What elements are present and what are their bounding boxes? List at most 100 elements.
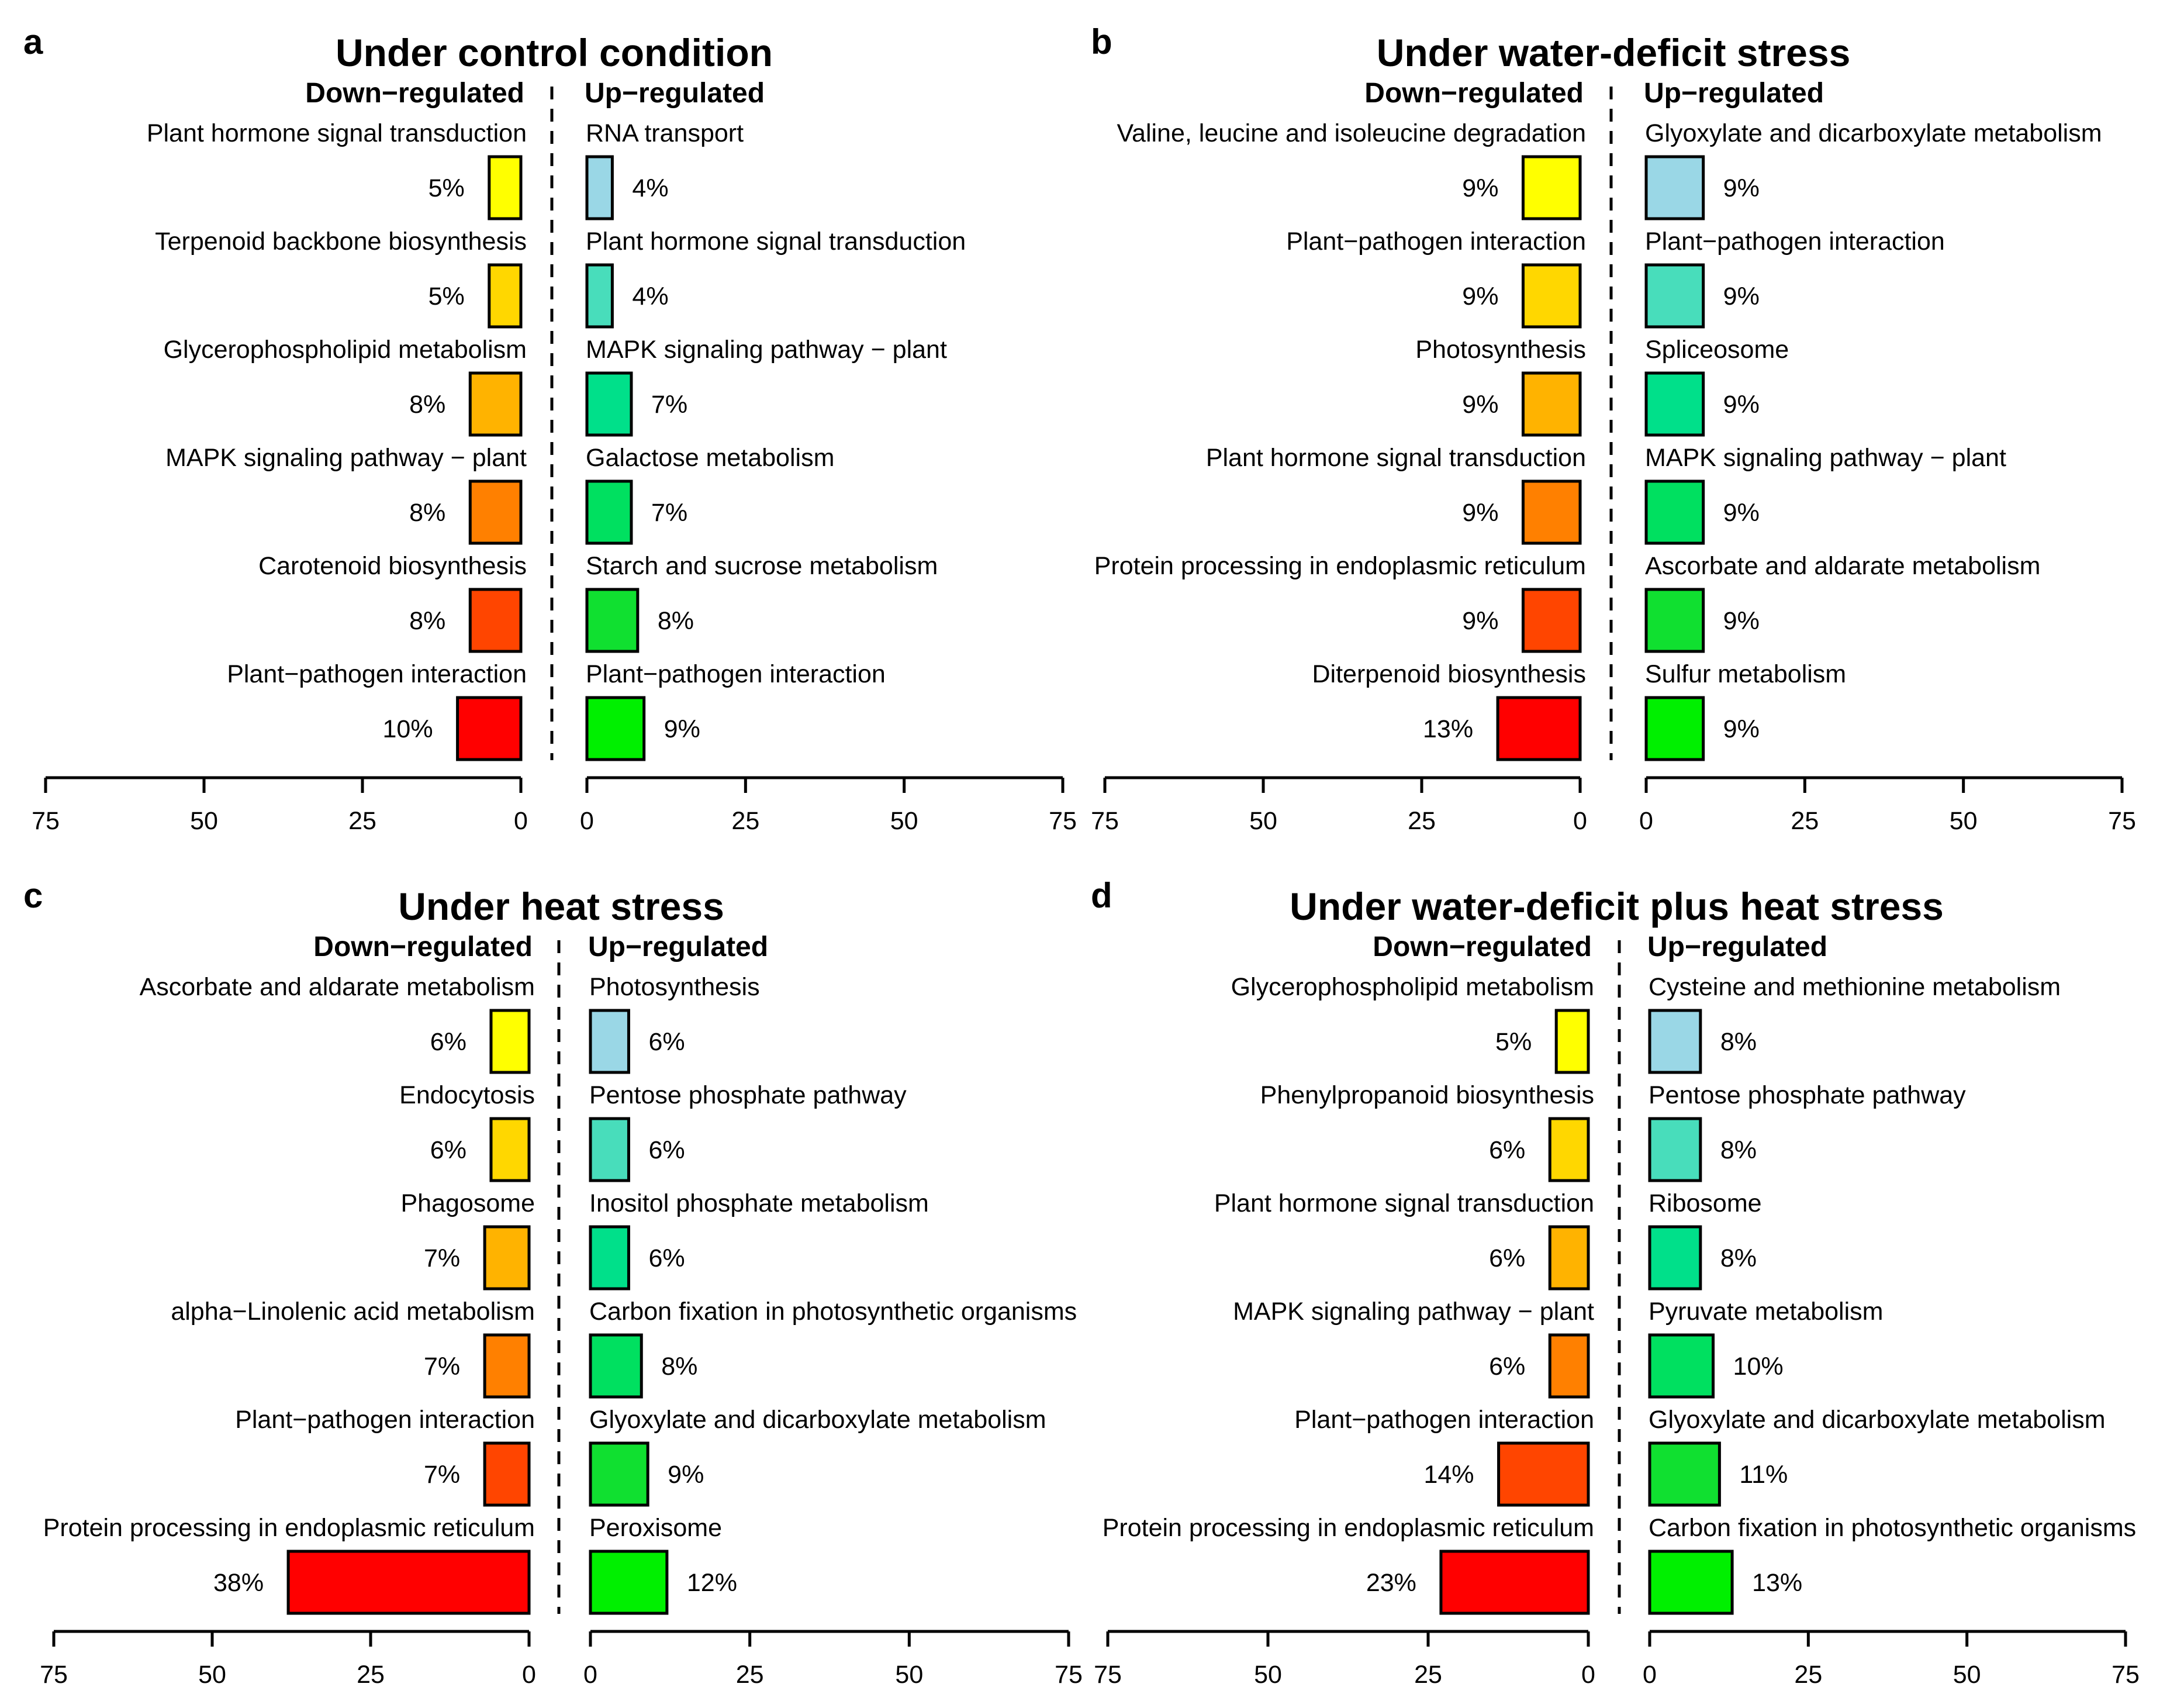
up-value-label: 6% — [648, 1136, 685, 1164]
up-value-label: 8% — [1720, 1244, 1757, 1272]
down-value-label: 9% — [1462, 391, 1498, 419]
up-x-tick-label: 50 — [895, 1661, 923, 1689]
up-bar — [1648, 1117, 1702, 1182]
down-value-label: 5% — [428, 174, 465, 202]
up-value-label: 8% — [1720, 1136, 1757, 1164]
up-value-label: 8% — [658, 607, 694, 635]
up-category-label: Ribosome — [1649, 1189, 1762, 1217]
up-value-label: 13% — [1752, 1569, 1802, 1597]
up-bar — [589, 1333, 643, 1399]
up-bar — [585, 263, 614, 329]
up-bar — [585, 479, 633, 545]
down-x-tick-label: 0 — [1581, 1661, 1595, 1689]
down-bar — [489, 1009, 531, 1074]
up-value-label: 8% — [661, 1352, 697, 1381]
down-category-label: alpha−Linolenic acid metabolism — [171, 1298, 535, 1326]
down-category-label: Plant−pathogen interaction — [1294, 1406, 1594, 1434]
up-bar — [1644, 696, 1705, 761]
chart-panel-d: d Under water-deficit plus heat stressDow… — [1091, 876, 2140, 1689]
up-bar — [585, 696, 646, 761]
up-category-label: Photosynthesis — [589, 973, 760, 1001]
down-value-label: 13% — [1423, 715, 1473, 743]
down-bar — [483, 1225, 531, 1291]
down-value-label: 9% — [1462, 499, 1498, 527]
down-bar — [1548, 1225, 1590, 1291]
up-bar — [1648, 1009, 1702, 1074]
down-value-label: 10% — [383, 715, 433, 743]
up-category-label: Peroxisome — [589, 1514, 722, 1542]
up-bar — [1644, 155, 1705, 220]
up-x-tick-label: 25 — [1794, 1661, 1822, 1689]
down-bar — [483, 1441, 531, 1507]
up-value-label: 12% — [687, 1569, 737, 1597]
down-category-label: Glycerophospholipid metabolism — [164, 336, 527, 364]
down-x-tick-label: 25 — [357, 1661, 385, 1689]
up-category-label: Plant−pathogen interaction — [1645, 227, 1945, 256]
up-value-label: 6% — [648, 1028, 685, 1056]
down-bar — [1521, 588, 1582, 653]
down-category-label: Ascorbate and aldarate metabolism — [140, 973, 535, 1001]
down-bar — [1496, 696, 1582, 761]
up-value-label: 8% — [1720, 1028, 1757, 1056]
up-x-tick-label: 25 — [731, 807, 759, 835]
up-bar — [589, 1117, 630, 1182]
down-bar — [488, 263, 523, 329]
down-bar — [468, 371, 523, 437]
down-value-label: 7% — [424, 1461, 460, 1489]
down-bar — [468, 588, 523, 653]
down-category-label: Plant−pathogen interaction — [1286, 227, 1586, 256]
up-value-label: 9% — [1723, 499, 1760, 527]
up-value-label: 4% — [632, 174, 668, 202]
up-x-tick-label: 0 — [580, 807, 594, 835]
down-x-tick-label: 50 — [190, 807, 218, 835]
down-bar — [468, 479, 523, 545]
down-bar — [489, 1117, 531, 1182]
up-value-label: 10% — [1733, 1352, 1784, 1381]
up-bar — [589, 1225, 630, 1291]
down-value-label: 6% — [430, 1028, 466, 1056]
up-category-label: Cysteine and methionine metabolism — [1649, 973, 2061, 1001]
up-category-label: Pyruvate metabolism — [1649, 1298, 1884, 1326]
down-bar — [488, 155, 523, 220]
down-x-tick-label: 50 — [1249, 807, 1277, 835]
up-x-tick-label: 50 — [1950, 807, 1978, 835]
down-category-label: Glycerophospholipid metabolism — [1231, 973, 1594, 1001]
chart-panel-b: b Under water-deficit stress Down−regulate… — [1091, 22, 2136, 835]
up-bar — [585, 371, 633, 437]
up-value-label: 6% — [648, 1244, 685, 1272]
panel-letter: c — [23, 876, 43, 915]
up-category-label: Plant−pathogen interaction — [586, 660, 886, 688]
up-x-tick-label: 25 — [736, 1661, 764, 1689]
down-x-tick-label: 50 — [198, 1661, 226, 1689]
up-bar — [1648, 1550, 1734, 1615]
down-bar — [1554, 1009, 1590, 1074]
down-value-label: 9% — [1462, 174, 1498, 202]
chart-title: Under water-deficit stress — [1377, 31, 1851, 74]
up-bar — [589, 1009, 630, 1074]
down-value-label: 6% — [1489, 1244, 1525, 1272]
down-value-label: 6% — [430, 1136, 466, 1164]
up-x-tick-label: 50 — [890, 807, 918, 835]
up-category-label: Sulfur metabolism — [1645, 660, 1846, 688]
down-category-label: MAPK signaling pathway − plant — [1233, 1298, 1594, 1326]
chart-title: Under heat stress — [398, 885, 724, 928]
up-bar — [1644, 263, 1705, 329]
panel-letter: a — [23, 22, 43, 61]
up-category-label: Starch and sucrose metabolism — [586, 552, 938, 580]
down-x-tick-label: 25 — [1414, 1661, 1442, 1689]
up-value-label: 9% — [1723, 391, 1760, 419]
up-category-label: RNA transport — [586, 119, 744, 147]
down-bar — [456, 696, 523, 761]
up-regulated-header: Up−regulated — [588, 931, 768, 962]
up-value-label: 9% — [1723, 282, 1760, 310]
up-category-label: MAPK signaling pathway − plant — [586, 336, 947, 364]
up-bar — [1644, 479, 1705, 545]
down-bar — [1548, 1333, 1590, 1399]
up-bar — [1648, 1225, 1702, 1291]
down-category-label: Photosynthesis — [1415, 336, 1586, 364]
down-bar — [1521, 371, 1582, 437]
up-value-label: 4% — [632, 282, 668, 310]
up-value-label: 9% — [1723, 715, 1760, 743]
down-category-label: Endocytosis — [399, 1081, 535, 1109]
